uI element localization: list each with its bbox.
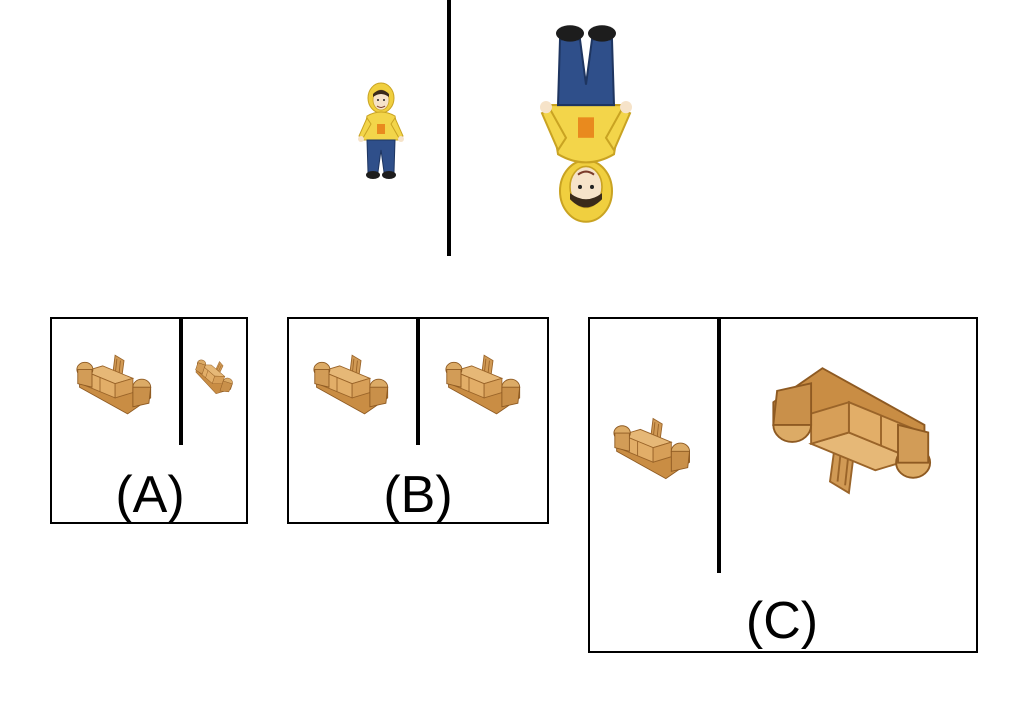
small-kid-figure [357,82,405,180]
option-a-small-sofa [76,354,152,415]
option-b-right-sofa [445,354,521,415]
option-c-small-sofa [613,418,690,480]
option-a-box[interactable]: (A) [50,317,248,524]
option-b-label: (B) [383,466,453,524]
option-a-divider-line [179,319,183,445]
option-a-label: (A) [115,466,185,524]
option-c-label: (C) [745,592,819,650]
option-b-box[interactable]: (B) [287,317,549,524]
option-b-left-sofa [313,354,389,415]
large-inverted-kid-figure [538,24,634,223]
option-c-large-inverted-sofa [772,367,932,494]
option-b-divider-line [416,319,420,445]
option-c-box[interactable]: (C) [588,317,978,653]
option-a-tiny-sofa [189,354,238,398]
option-c-divider-line [717,319,721,573]
prompt-divider-line [447,0,451,256]
